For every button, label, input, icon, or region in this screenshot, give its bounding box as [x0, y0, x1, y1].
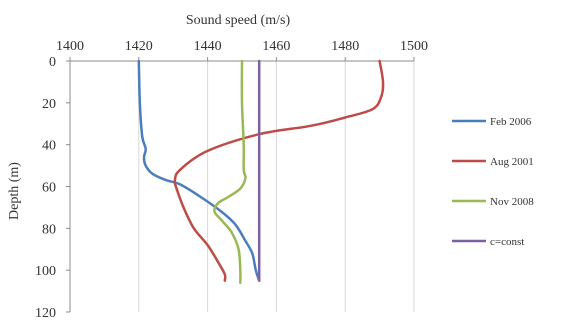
y-axis-title: Depth (m) [7, 162, 22, 220]
x-tick-label: 1500 [400, 39, 428, 54]
x-tick-labels: 1400 1420 1440 1460 1480 1500 [56, 39, 428, 61]
x-tick-label: 1440 [194, 39, 222, 54]
y-tick-labels: 0 20 40 60 80 100 120 [35, 55, 70, 320]
y-tick-label: 80 [42, 222, 56, 237]
y-tick-label: 0 [49, 55, 56, 70]
series-line-nov-2008 [213, 59, 247, 284]
legend: Feb 2006 Aug 2001 Nov 2008 c=const [452, 116, 534, 248]
legend-label-aug-2001: Aug 2001 [490, 156, 534, 168]
gridlines [138, 61, 415, 312]
x-tick-label: 1480 [331, 39, 359, 54]
series-lines [137, 59, 385, 284]
series-line-feb-2006 [137, 59, 261, 282]
legend-label-feb-2006: Feb 2006 [490, 116, 532, 128]
x-tick-label: 1420 [125, 39, 153, 54]
x-tick-label: 1400 [56, 39, 84, 54]
x-axis-title: Sound speed (m/s) [186, 13, 291, 28]
y-tick-label: 100 [35, 264, 56, 279]
x-tick-label: 1460 [262, 39, 290, 54]
y-tick-label: 40 [42, 139, 56, 154]
legend-label-c-const: c=const [490, 236, 524, 248]
y-tick-label: 20 [42, 97, 56, 112]
series-line-aug-2001 [173, 59, 385, 282]
legend-label-nov-2008: Nov 2008 [490, 196, 534, 208]
y-tick-label: 120 [35, 306, 56, 320]
y-tick-label: 60 [42, 181, 56, 196]
